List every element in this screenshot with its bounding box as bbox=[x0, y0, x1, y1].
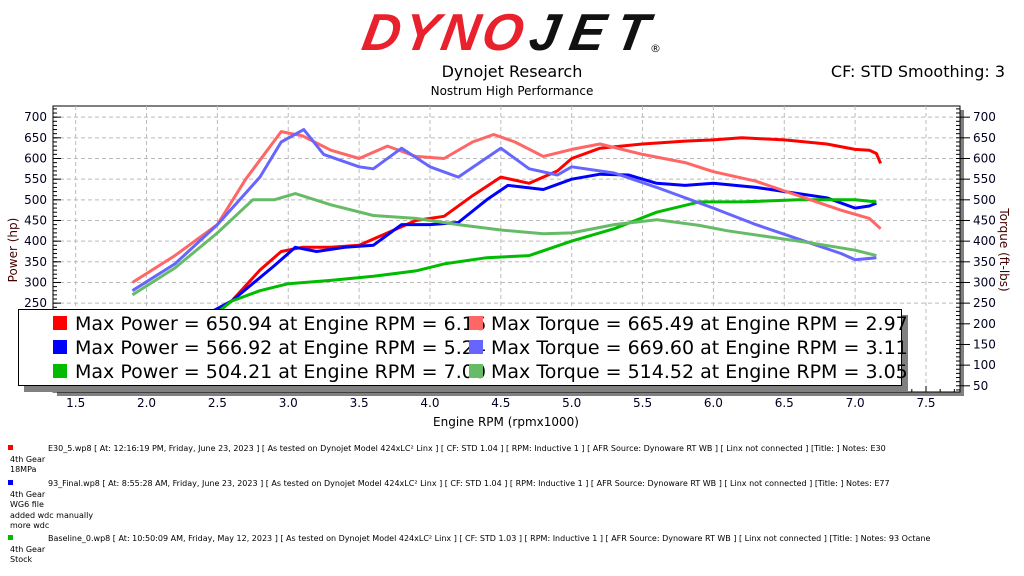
legend-item: Max Torque = 669.60 at Engine RPM = 3.11 bbox=[469, 337, 908, 359]
x-tick-label: 6.0 bbox=[704, 396, 723, 410]
legend-swatch bbox=[53, 340, 67, 354]
y-axis-right-label: Torque (ft-lbs) bbox=[997, 207, 1011, 291]
y-right-tick-label: 150 bbox=[973, 337, 996, 351]
legend-item: Max Power = 504.21 at Engine RPM = 7.00 bbox=[53, 361, 486, 383]
svg-text:®: ® bbox=[650, 42, 661, 55]
y-right-tick-label: 400 bbox=[973, 234, 996, 248]
legend-swatch bbox=[469, 364, 483, 378]
y-right-tick-label: 50 bbox=[973, 379, 988, 393]
y-axis-left-label: Power (hp) bbox=[6, 218, 20, 283]
series-line-2 bbox=[202, 198, 877, 325]
run-info: Baseline_0.wp8 [ At: 10:50:09 AM, Friday… bbox=[8, 534, 931, 564]
x-tick-label: 7.5 bbox=[916, 396, 935, 410]
legend-item: Max Power = 650.94 at Engine RPM = 6.16 bbox=[53, 313, 486, 335]
y-left-tick-label: 700 bbox=[24, 110, 47, 124]
series-line-3 bbox=[131, 130, 882, 284]
y-right-tick-label: 350 bbox=[973, 255, 996, 269]
legend-item: Max Torque = 514.52 at Engine RPM = 3.05 bbox=[469, 361, 908, 383]
svg-text:JET: JET bbox=[525, 6, 657, 56]
run-color-swatch bbox=[8, 535, 13, 540]
x-tick-label: 3.0 bbox=[279, 396, 298, 410]
y-right-tick-label: 300 bbox=[973, 275, 996, 289]
dynojet-logo: DYNO JET ® bbox=[360, 6, 661, 56]
run-info: 93_Final.wp8 [ At: 8:55:28 AM, Friday, J… bbox=[8, 479, 890, 530]
run-info: E30_5.wp8 [ At: 12:16:19 PM, Friday, Jun… bbox=[8, 444, 886, 474]
series-line-4 bbox=[131, 128, 877, 292]
y-left-tick-label: 650 bbox=[24, 131, 47, 145]
run-color-swatch bbox=[8, 445, 13, 450]
series-line-0 bbox=[188, 136, 882, 326]
chart-subtitle: Nostrum High Performance bbox=[430, 84, 594, 98]
x-tick-label: 4.5 bbox=[491, 396, 510, 410]
y-left-tick-label: 300 bbox=[24, 275, 47, 289]
x-tick-label: 6.5 bbox=[775, 396, 794, 410]
y-right-tick-label: 100 bbox=[973, 358, 996, 372]
series-line-5 bbox=[131, 192, 877, 297]
y-right-tick-label: 200 bbox=[973, 317, 996, 331]
y-left-tick-label: 600 bbox=[24, 151, 47, 165]
y-left-tick-label: 350 bbox=[24, 255, 47, 269]
x-axis-label: Engine RPM (rpmx1000) bbox=[433, 415, 579, 429]
run-color-swatch bbox=[8, 480, 13, 485]
y-right-tick-label: 600 bbox=[973, 151, 996, 165]
y-right-tick-label: 650 bbox=[973, 131, 996, 145]
y-left-tick-label: 400 bbox=[24, 234, 47, 248]
legend-swatch bbox=[469, 340, 483, 354]
x-tick-label: 5.0 bbox=[562, 396, 581, 410]
correction-settings: CF: STD Smoothing: 3 bbox=[830, 62, 1005, 81]
legend-swatch bbox=[53, 316, 67, 330]
y-right-tick-label: 700 bbox=[973, 110, 996, 124]
x-tick-label: 5.5 bbox=[633, 396, 652, 410]
chart-title: Dynojet Research bbox=[441, 62, 583, 81]
y-left-tick-label: 500 bbox=[24, 193, 47, 207]
y-left-tick-label: 450 bbox=[24, 213, 47, 227]
x-tick-label: 3.5 bbox=[350, 396, 369, 410]
legend: Max Power = 650.94 at Engine RPM = 6.16 … bbox=[18, 309, 908, 386]
y-right-tick-label: 550 bbox=[973, 172, 996, 186]
x-tick-label: 2.0 bbox=[137, 396, 156, 410]
y-left-tick-label: 250 bbox=[24, 296, 47, 310]
legend-swatch bbox=[53, 364, 67, 378]
y-right-tick-label: 450 bbox=[973, 213, 996, 227]
y-left-tick-label: 550 bbox=[24, 172, 47, 186]
x-tick-label: 1.5 bbox=[66, 396, 85, 410]
x-tick-label: 4.0 bbox=[420, 396, 439, 410]
legend-item: Max Torque = 665.49 at Engine RPM = 2.97 bbox=[469, 313, 908, 335]
y-right-tick-label: 500 bbox=[973, 193, 996, 207]
legend-swatch bbox=[469, 316, 483, 330]
series-line-1 bbox=[188, 172, 877, 326]
legend-item: Max Power = 566.92 at Engine RPM = 5.24 bbox=[53, 337, 486, 359]
y-right-tick-label: 250 bbox=[973, 296, 996, 310]
x-tick-label: 2.5 bbox=[208, 396, 227, 410]
x-tick-label: 7.0 bbox=[846, 396, 865, 410]
